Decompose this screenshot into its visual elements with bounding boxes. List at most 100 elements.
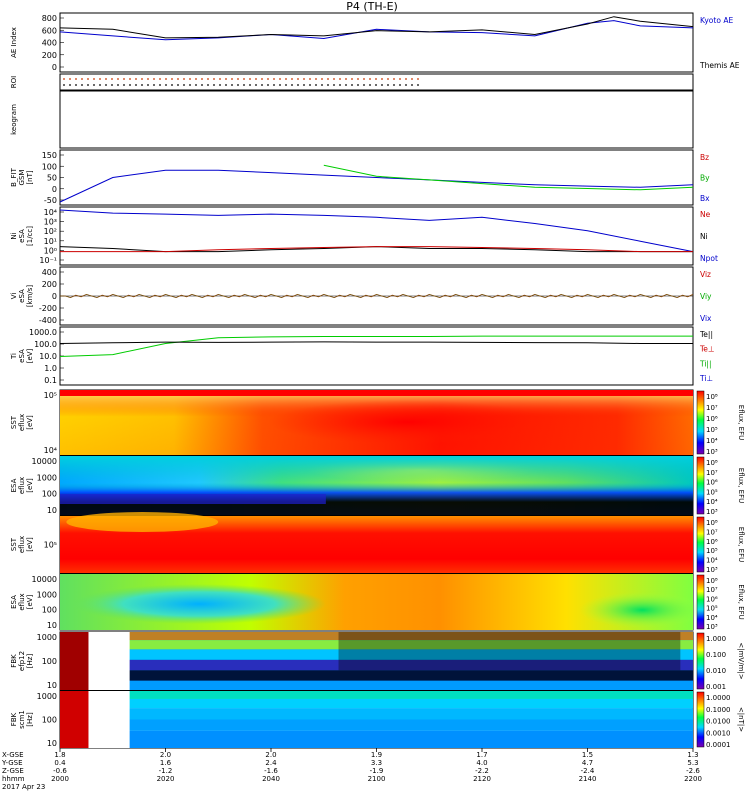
ytick-ae: 200 — [42, 51, 57, 60]
ylabel-fbk_b: FBK — [10, 712, 18, 726]
series-te- — [59, 341, 693, 344]
roi-dot — [219, 84, 221, 86]
ylabel-ni: eSA — [18, 229, 26, 243]
roi-dot — [273, 78, 275, 80]
ytick-ni: 10¹ — [44, 237, 57, 246]
roi-dot — [261, 78, 263, 80]
roi-dot — [69, 78, 71, 80]
colorbar-tick: 10⁵ — [706, 488, 718, 496]
ylabel-ni: [1/cc] — [26, 226, 34, 246]
roi-dot — [309, 78, 311, 80]
colorbar-tick: 10³ — [706, 566, 718, 574]
ylabel-ti: eSA — [18, 349, 26, 363]
xaxis-value: -1.6 — [264, 767, 278, 775]
colorbar-tick: 10⁵ — [706, 605, 718, 613]
roi-dot — [63, 78, 65, 80]
ylabel-ae: AE Index — [10, 27, 18, 58]
xaxis-value: -2.6 — [686, 767, 700, 775]
colorbar-fbk_e — [696, 632, 705, 690]
roi-dot — [309, 84, 311, 86]
fbk-b-band — [60, 719, 693, 731]
ylabel-sst_i: eflux — [18, 536, 26, 553]
ytick-ni: 10³ — [44, 218, 57, 227]
ytick-vi: 0 — [52, 292, 57, 301]
ytick-ti: 1000.0 — [29, 328, 57, 337]
roi-dot — [105, 78, 107, 80]
roi-dot — [375, 84, 377, 86]
roi-dot — [243, 84, 245, 86]
ylabel-esa_i: eflux — [18, 593, 26, 610]
ytick-ni: 10⁻¹ — [39, 256, 57, 265]
xaxis-value: -2.4 — [581, 767, 595, 775]
xaxis-value: 1.9 — [371, 751, 382, 759]
legend-vi: Viy — [700, 292, 712, 301]
xaxis-value: 2020 — [157, 775, 175, 783]
ytick-sst_e: 10⁴ — [44, 446, 57, 455]
roi-dot — [165, 78, 167, 80]
panel-bfit: B_FIT GSM [nT] 150 100 50 0 -50 Bz By Bx — [10, 149, 710, 206]
colorbar-tick: 0.0010 — [706, 729, 731, 737]
xaxis-value: 2000 — [51, 775, 69, 783]
xaxis-value: 2120 — [473, 775, 491, 783]
legend-bfit: Bz — [700, 153, 709, 162]
roi-dot — [201, 78, 203, 80]
roi-dot — [345, 78, 347, 80]
ytick-esa_e: 1000 — [37, 473, 57, 482]
xaxis-row-label: Y-GSE — [1, 759, 23, 767]
roi-dot — [405, 78, 407, 80]
ylabel-sst_e: eflux — [18, 414, 26, 431]
roi-dot — [351, 78, 353, 80]
roi-dot — [255, 78, 257, 80]
roi-dot — [225, 84, 227, 86]
colorbar-tick: 10⁷ — [706, 404, 718, 412]
ylabel-esa_e: eflux — [18, 477, 26, 494]
colorbar-sst_e — [696, 390, 705, 455]
panels: AE Index 800 600 400 200 0 Kyoto AE Themis AE RO… — [10, 12, 745, 749]
ytick-ni: 10⁰ — [44, 246, 57, 255]
fbk-b-gap — [88, 691, 130, 748]
ytick-fbk_e: 10 — [47, 681, 57, 690]
ytick-fbk_e: 1000 — [37, 633, 57, 642]
roi-dot — [105, 84, 107, 86]
roi-dot — [285, 78, 287, 80]
roi-dot — [75, 84, 77, 86]
roi-dot — [213, 78, 215, 80]
roi-dot — [369, 84, 371, 86]
fbk-b-left — [60, 691, 89, 748]
roi-dot — [327, 78, 329, 80]
xaxis-value: 0.4 — [54, 759, 66, 767]
roi-dot — [201, 84, 203, 86]
ylabel-ni: Ni — [10, 232, 18, 239]
xaxis-row-label: 2017 Apr 23 — [2, 783, 45, 791]
ytick-esa_i: 10000 — [32, 575, 57, 584]
roi-dot — [213, 84, 215, 86]
fbk-e-gap — [88, 632, 130, 690]
xaxis-value: 4.7 — [582, 759, 593, 767]
ytick-vi: 200 — [42, 280, 57, 289]
roi-dot — [279, 78, 281, 80]
colorbar-tick: 10⁸ — [706, 519, 718, 527]
colorbar-tick: 10⁷ — [706, 469, 718, 477]
series-ne — [60, 246, 693, 253]
roi-dot — [285, 84, 287, 86]
ytick-esa_i: 1000 — [37, 590, 57, 599]
ytick-esa_e: 10 — [47, 506, 57, 515]
roi-dot — [351, 84, 353, 86]
legend-ae: Themis AE — [699, 61, 740, 70]
xaxis-value: 5.3 — [687, 759, 698, 767]
colorbar-fbk_b — [696, 691, 705, 748]
roi-dot — [165, 84, 167, 86]
roi-dot — [177, 84, 179, 86]
series-themis-ae — [59, 16, 694, 39]
ytick-esa_e: 100 — [42, 490, 57, 499]
ytick-ae: 600 — [42, 26, 57, 35]
roi-dot — [327, 84, 329, 86]
panel-roi: ROI — [10, 73, 694, 91]
colorbar-tick: 1.000 — [706, 635, 726, 643]
colorbar-tick: 10⁷ — [706, 528, 718, 536]
panel-keogram: keogram — [10, 90, 694, 149]
colorbar-tick: 10⁵ — [706, 426, 718, 434]
roi-dot — [243, 78, 245, 80]
roi-dot — [63, 84, 65, 86]
roi-dot — [273, 84, 275, 86]
